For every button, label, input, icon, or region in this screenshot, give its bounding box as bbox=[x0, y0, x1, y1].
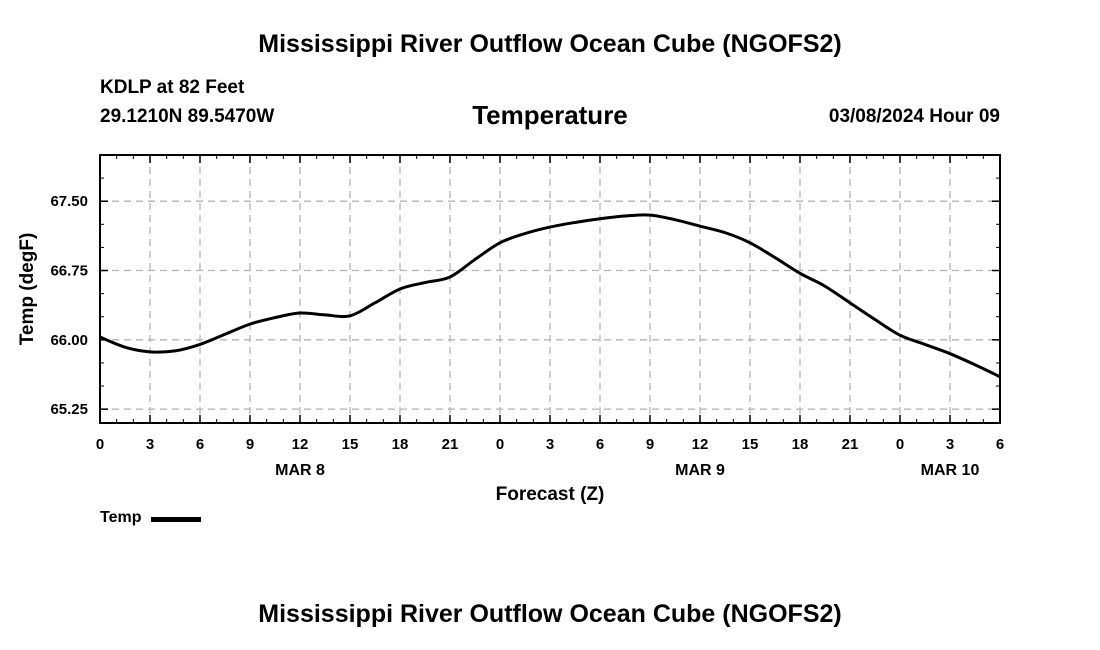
y-tick-label: 67.50 bbox=[50, 193, 88, 210]
ticks: 0 3 6 9 12 15 18 21 0 3 6 9 12 15 18 21 0 3 6 65.25 66.00 66.… bbox=[50, 154, 1004, 479]
x-tick-label: 12 bbox=[292, 436, 309, 453]
location-label: 29.1210N 89.5470W bbox=[100, 106, 275, 127]
x-tick-label: 15 bbox=[742, 436, 759, 453]
x-tick-label: 6 bbox=[596, 436, 604, 453]
date-label: MAR 10 bbox=[921, 462, 980, 479]
datetime-label: 03/08/2024 Hour 09 bbox=[828, 106, 1000, 127]
footer-title: Mississippi River Outflow Ocean Cube (NG… bbox=[258, 600, 842, 628]
series-layer bbox=[99, 213, 1001, 379]
legend-swatch bbox=[151, 517, 202, 522]
x-tick-label: 18 bbox=[392, 436, 409, 453]
x-tick-label: 6 bbox=[196, 436, 204, 453]
grid bbox=[100, 155, 1000, 423]
date-label: MAR 9 bbox=[675, 462, 725, 479]
x-tick-label: 21 bbox=[442, 436, 459, 453]
legend-label: Temp bbox=[100, 509, 142, 526]
y-axis-label: Temp (degF) bbox=[17, 233, 38, 346]
x-tick-label: 18 bbox=[792, 436, 809, 453]
x-tick-label: 0 bbox=[896, 436, 904, 453]
x-tick-label: 3 bbox=[146, 436, 154, 453]
x-tick-label: 12 bbox=[692, 436, 709, 453]
x-tick-label: 0 bbox=[496, 436, 504, 453]
main-title: Mississippi River Outflow Ocean Cube (NG… bbox=[258, 30, 842, 58]
y-tick-label: 65.25 bbox=[50, 401, 88, 418]
y-tick-label: 66.75 bbox=[50, 263, 88, 280]
y-tick-label: 66.00 bbox=[50, 332, 88, 349]
x-tick-label: 0 bbox=[96, 436, 104, 453]
x-tick-label: 3 bbox=[546, 436, 554, 453]
x-axis-label: Forecast (Z) bbox=[496, 484, 605, 505]
x-tick-label: 3 bbox=[946, 436, 954, 453]
legend: Temp bbox=[100, 509, 202, 527]
chart-title: Temperature bbox=[472, 100, 628, 130]
temp-series-line bbox=[99, 213, 1001, 379]
station-label: KDLP at 82 Feet bbox=[100, 77, 245, 98]
x-tick-label: 21 bbox=[842, 436, 859, 453]
x-tick-label: 9 bbox=[246, 436, 254, 453]
date-label: MAR 8 bbox=[275, 462, 325, 479]
x-tick-label: 9 bbox=[646, 436, 654, 453]
x-tick-label: 15 bbox=[342, 436, 359, 453]
x-tick-label: 6 bbox=[996, 436, 1004, 453]
